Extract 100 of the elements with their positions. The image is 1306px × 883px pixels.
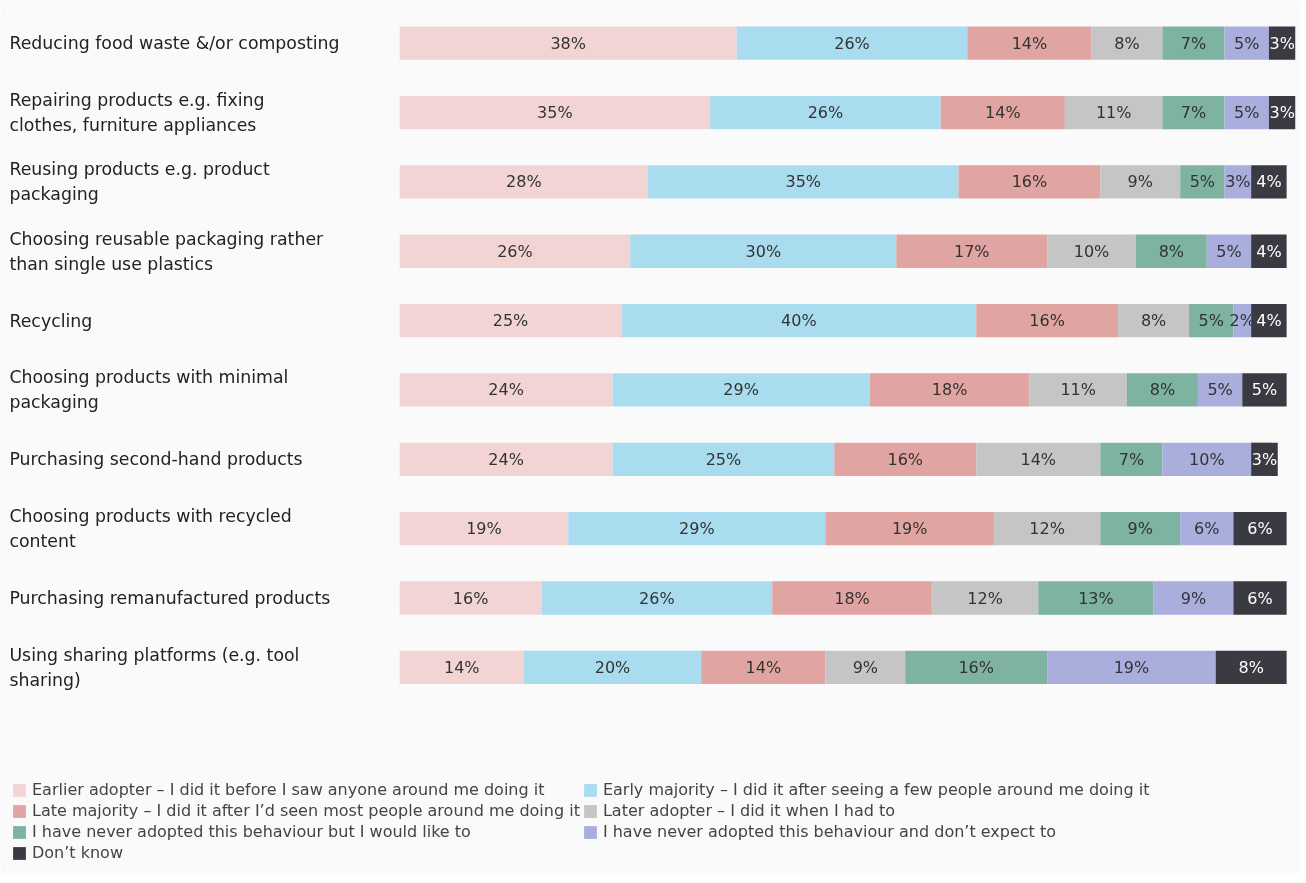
bar: [976, 442, 1101, 476]
data-label: 25%: [492, 311, 529, 331]
bar: [1153, 581, 1234, 615]
data-label: 26%: [807, 103, 844, 123]
bar: [399, 512, 569, 546]
legend-label: I have never adopted this behaviour and don’t expect to: [602, 822, 1056, 841]
bar: [710, 95, 941, 130]
bar: [940, 95, 1065, 130]
bar: [541, 581, 773, 615]
data-label: 11%: [1060, 380, 1096, 400]
bar: [1162, 95, 1225, 130]
data-label: 8%: [1158, 241, 1185, 261]
bar: [1242, 373, 1287, 407]
data-label: 11%: [1095, 103, 1132, 123]
bar: [1162, 442, 1252, 476]
data-label: 8%: [1140, 311, 1167, 331]
y-tick-label: Choosing products with recycled content: [9, 506, 292, 552]
bar: [993, 512, 1101, 546]
legend-label: Later adopter – I did it when I had to: [602, 801, 895, 820]
bar: [399, 95, 711, 130]
data-label: 13%: [1078, 588, 1114, 608]
data-label: 17%: [953, 241, 990, 261]
data-label: 5%: [1251, 380, 1278, 400]
data-label: 3%: [1251, 449, 1278, 469]
data-label: 29%: [679, 519, 715, 539]
bar: [523, 650, 702, 685]
bar: [1126, 373, 1198, 407]
bar: [834, 442, 977, 476]
y-tick-label: Repairing products e.g. fixing clothes, furniture appliances: [9, 90, 265, 136]
bar: [399, 442, 613, 476]
y-tick-label: Purchasing second-hand products: [9, 449, 303, 470]
bar: [976, 303, 1119, 338]
legend-label: Earlier adopter – I did it before I saw anyone around me doing it: [32, 780, 545, 799]
bar: [869, 373, 1030, 407]
bar: [612, 373, 870, 407]
data-label: 3%: [1269, 33, 1295, 53]
data-label: 38%: [550, 33, 586, 53]
data-label: 7%: [1118, 449, 1145, 469]
data-label: 7%: [1180, 103, 1207, 123]
data-label: 18%: [931, 380, 968, 400]
bar: [1100, 442, 1163, 476]
y-tick-label: Choosing reusable packaging rather than single use plastics: [9, 228, 325, 274]
bar: [772, 581, 932, 615]
data-label: 14%: [745, 657, 782, 677]
data-label: 16%: [1029, 311, 1065, 331]
data-label: 24%: [488, 449, 524, 469]
bar: [399, 165, 649, 199]
data-label: 12%: [1029, 519, 1065, 539]
data-label: 14%: [443, 657, 480, 677]
bar: [825, 650, 906, 685]
legend-label: Late majority – I did it after I’d seen most people around me doing it: [32, 801, 580, 820]
data-label: 10%: [1073, 241, 1110, 261]
bar: [1038, 581, 1154, 615]
bar: [1064, 95, 1163, 130]
data-label: 5%: [1216, 241, 1242, 261]
data-label: 28%: [506, 172, 542, 192]
y-tick-label: Purchasing remanufactured products: [9, 588, 331, 609]
data-label: 26%: [639, 588, 675, 608]
bar: [399, 303, 622, 338]
data-label: 4%: [1256, 172, 1282, 192]
data-label: 4%: [1256, 241, 1282, 261]
y-tick-label: Reusing products e.g. product packaging: [9, 159, 270, 205]
data-label: 10%: [1189, 449, 1225, 469]
bar: [399, 234, 631, 268]
data-label: 35%: [537, 103, 573, 123]
bar: [701, 650, 826, 685]
bar: [1118, 303, 1190, 338]
bar: [1100, 512, 1181, 546]
data-label: 24%: [488, 380, 524, 400]
bar: [648, 165, 959, 199]
bar: [1029, 373, 1127, 407]
data-label: 5%: [1198, 311, 1224, 331]
bar: [1162, 26, 1225, 60]
data-label: 6%: [1194, 519, 1220, 539]
bar: [931, 581, 1039, 615]
data-label: 6%: [1247, 519, 1273, 539]
bar: [958, 165, 1101, 199]
data-label: 19%: [1113, 657, 1150, 677]
data-label: 14%: [1020, 449, 1057, 469]
data-label: 9%: [1127, 172, 1153, 192]
legend-label: Don’t know: [32, 843, 123, 862]
data-label: 6%: [1247, 588, 1273, 608]
data-label: 12%: [967, 588, 1003, 608]
data-label: 20%: [594, 657, 631, 677]
data-label: 19%: [466, 519, 502, 539]
bar: [905, 650, 1048, 685]
y-tick-label: Choosing products with minimal packaging: [9, 367, 289, 413]
bar: [1197, 373, 1243, 407]
bar: [1233, 512, 1287, 546]
bar: [1180, 165, 1225, 199]
data-label: 16%: [1011, 172, 1048, 192]
data-label: 16%: [958, 657, 994, 677]
data-label: 8%: [1114, 33, 1140, 53]
data-label: 14%: [985, 103, 1021, 123]
data-label: 5%: [1234, 103, 1260, 123]
bar: [568, 512, 826, 546]
legend-label: I have never adopted this behaviour but I would like to: [32, 822, 471, 841]
data-label: 29%: [723, 380, 759, 400]
bar: [1233, 581, 1287, 615]
data-label: 16%: [887, 449, 924, 469]
